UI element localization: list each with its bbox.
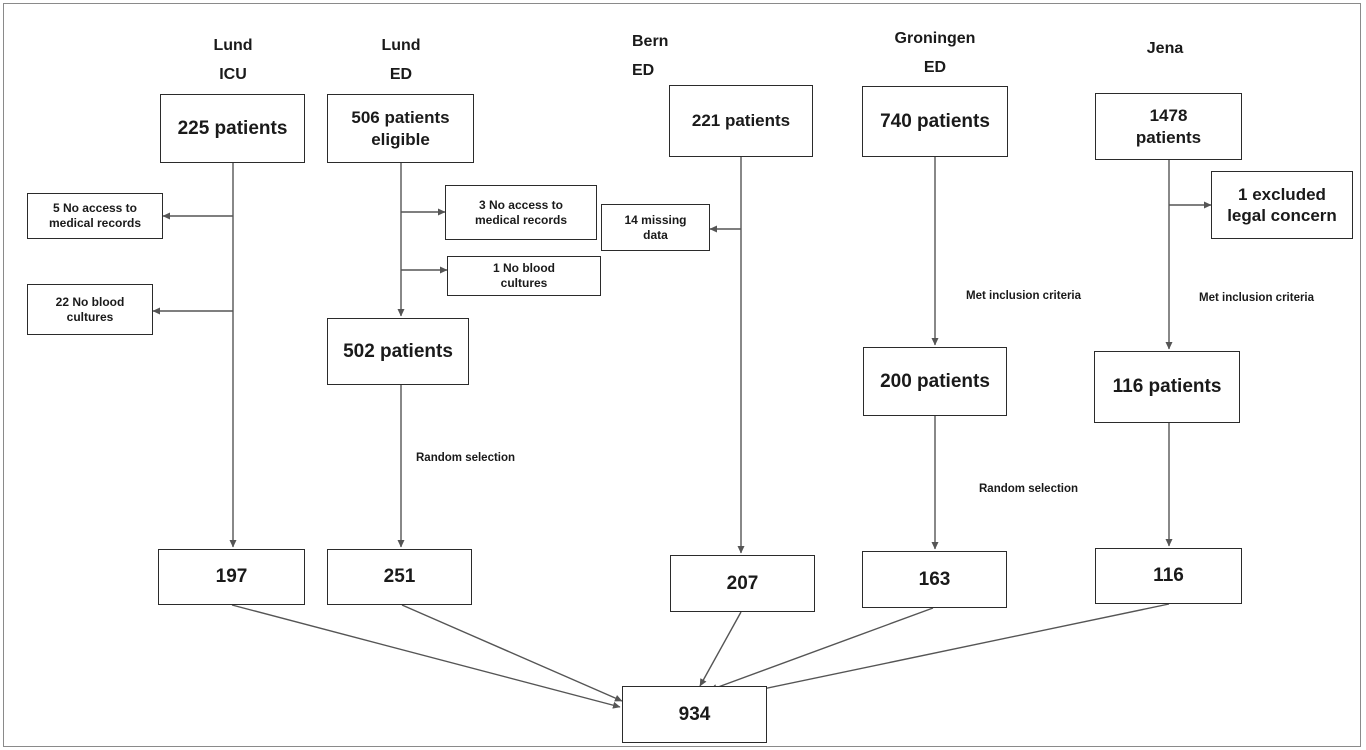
groningen-mid-box: 200 patients bbox=[863, 347, 1007, 416]
total-box: 934 bbox=[622, 686, 767, 743]
lund-ed-start-box: 506 patients eligible bbox=[327, 94, 474, 163]
site-label-bern-ed: Bern ED bbox=[632, 33, 669, 79]
jena-mid-box: 116 patients bbox=[1094, 351, 1240, 423]
jena-start-box: 1478 patients bbox=[1095, 93, 1242, 160]
bern-start-box: 221 patients bbox=[669, 85, 813, 157]
site-label-groningen-ed: Groningen ED bbox=[894, 30, 976, 76]
lund-ed-random-selection-note: Random selection bbox=[416, 452, 516, 464]
merge-arrow-lund-icu bbox=[231, 604, 621, 709]
bern-final-box: 207 bbox=[670, 555, 815, 612]
jena-inclusion-note: Met inclusion criteria bbox=[1199, 292, 1315, 304]
groningen-final-box: 163 bbox=[862, 551, 1007, 608]
jena-exclusion-box: 1 excluded legal concern bbox=[1211, 171, 1353, 239]
groningen-random-selection-note: Random selection bbox=[979, 483, 1079, 495]
figure-frame bbox=[3, 3, 1361, 747]
lund-icu-exclusion-box-1: 5 No access to medical records bbox=[27, 193, 163, 239]
lund-icu-start-box: 225 patients bbox=[160, 94, 305, 163]
lund-ed-mid-box: 502 patients bbox=[327, 318, 469, 385]
merge-arrow-jena bbox=[719, 603, 1170, 700]
groningen-inclusion-note: Met inclusion criteria bbox=[966, 290, 1082, 302]
groningen-start-box: 740 patients bbox=[862, 86, 1008, 157]
lund-ed-exclusion-box-2: 1 No blood cultures bbox=[447, 256, 601, 296]
site-label-lund-icu: Lund ICU bbox=[213, 37, 253, 83]
lund-ed-exclusion-box-1: 3 No access to medical records bbox=[445, 185, 597, 240]
lund-icu-exclusion-box-2: 22 No blood cultures bbox=[27, 284, 153, 335]
site-label-lund-ed: Lund ED bbox=[381, 37, 421, 83]
lund-icu-final-box: 197 bbox=[158, 549, 305, 605]
bern-exclusion-box: 14 missing data bbox=[601, 204, 710, 251]
lund-ed-final-box: 251 bbox=[327, 549, 472, 605]
jena-final-box: 116 bbox=[1095, 548, 1242, 604]
merge-arrow-lund-ed bbox=[401, 604, 623, 702]
site-label-jena: Jena bbox=[1146, 40, 1184, 57]
merge-arrow-bern bbox=[699, 611, 742, 687]
merge-arrow-groningen bbox=[709, 607, 934, 691]
